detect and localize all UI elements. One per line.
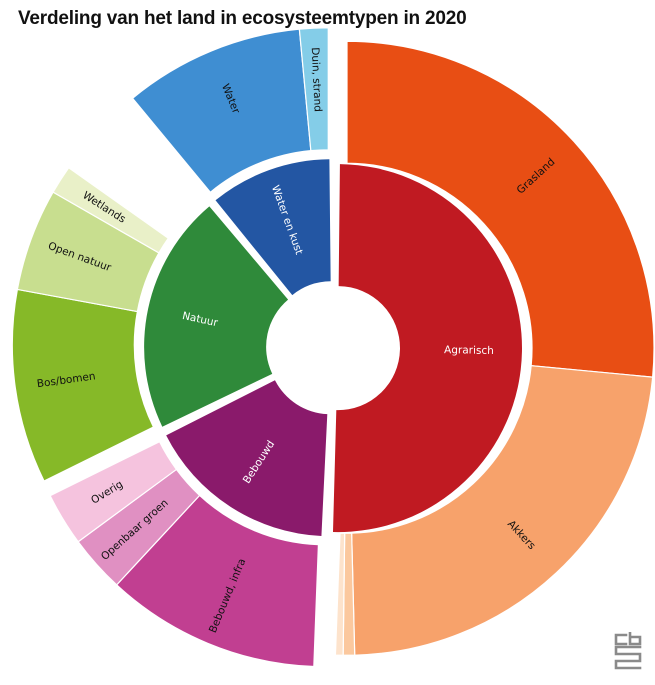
inner-slice-natuur[interactable] xyxy=(144,206,289,427)
inner-slice-agrarisch[interactable] xyxy=(332,164,522,533)
inner-slice-bebouwd[interactable] xyxy=(166,380,328,536)
outer-slice-overig[interactable] xyxy=(49,440,178,543)
cbs-logo xyxy=(614,632,642,670)
outer-slice-duin-strand-label: Duin, strand xyxy=(309,47,324,112)
outer-slice-akkers[interactable] xyxy=(351,365,654,656)
outer-slice-unlabeled-3[interactable] xyxy=(334,532,346,656)
chart-title: Verdeling van het land in ecosysteemtype… xyxy=(18,8,467,29)
inner-ring xyxy=(144,159,522,536)
outer-slice-grasland[interactable] xyxy=(346,40,655,378)
outer-slice-bos-bomen[interactable] xyxy=(11,288,155,482)
inner-slice-water-en-kust[interactable] xyxy=(215,159,331,296)
outer-ring xyxy=(11,27,655,668)
outer-slice-wetlands[interactable] xyxy=(52,166,170,254)
inner-slice-agrarisch-label: Agrarisch xyxy=(444,344,494,357)
outer-slice-duin-strand[interactable] xyxy=(298,27,329,152)
